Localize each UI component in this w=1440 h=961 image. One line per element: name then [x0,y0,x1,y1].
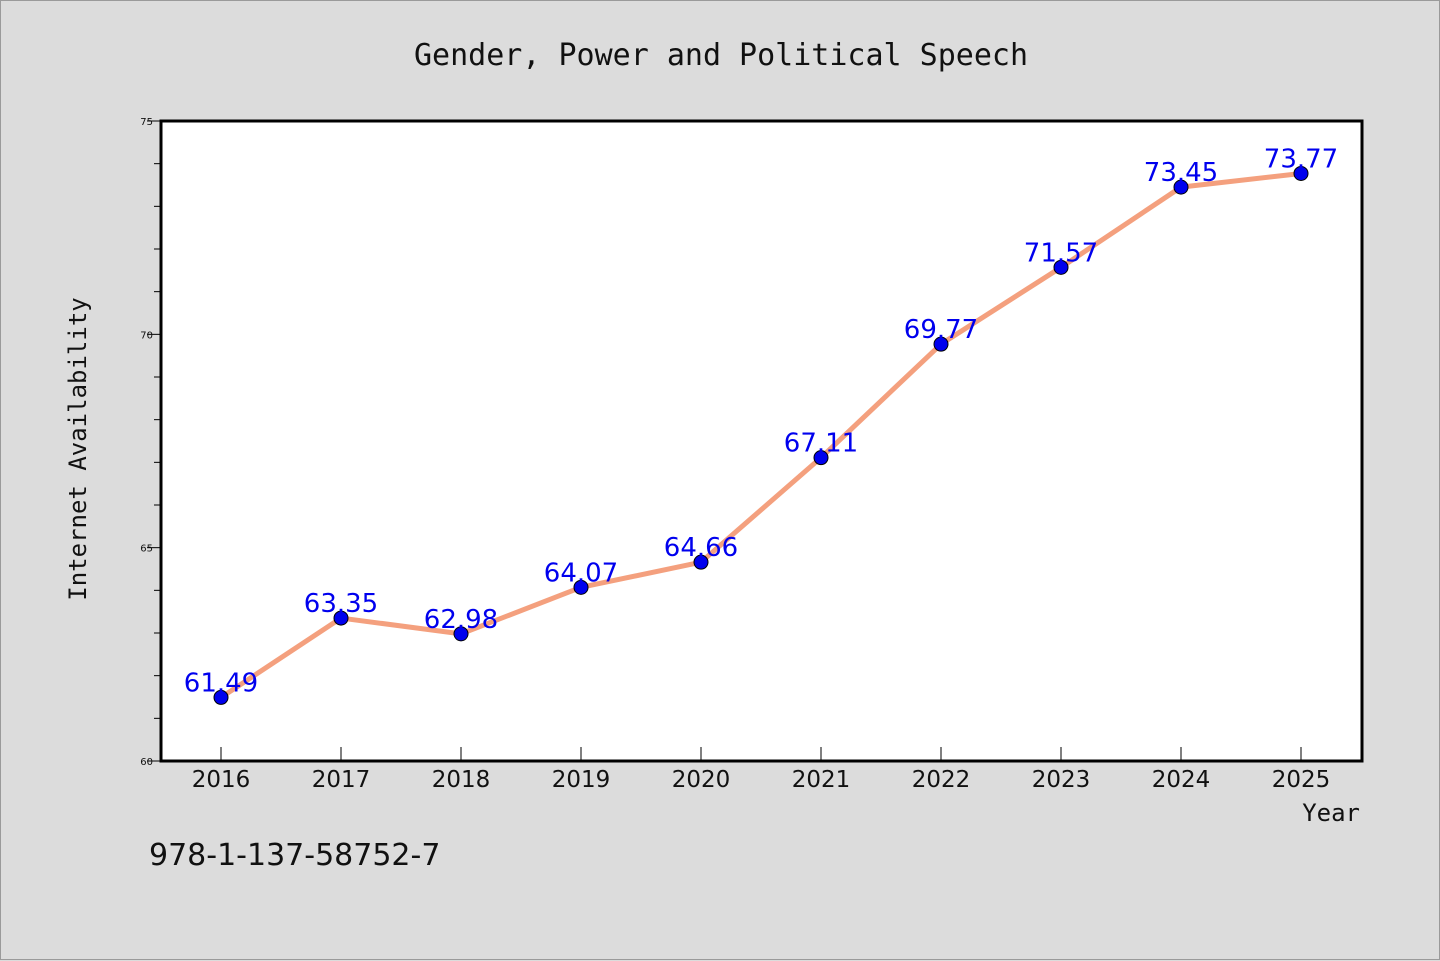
data-point [333,610,349,626]
x-tick-label: 2024 [1152,767,1211,793]
chart-title: Gender, Power and Political Speech [414,38,1028,73]
data-point [813,450,829,466]
footer-isbn: 978-1-137-58752-7 [149,838,440,873]
data-label: 73.77 [1264,144,1338,174]
data-point [213,689,229,705]
x-tick-label: 2019 [552,767,611,793]
data-point [1293,165,1309,181]
data-label: 62.98 [424,605,498,635]
x-tick-label: 2020 [672,767,731,793]
y-axis: 60 65 70 75 [140,117,161,768]
x-axis: 2016 2017 2018 2019 2020 2021 2022 2023 2024 2025 [192,747,1331,793]
data-label: 64.07 [544,558,618,588]
y-tick-label: 70 [140,330,153,341]
x-tick-label: 2022 [912,767,971,793]
data-point [693,554,709,570]
y-axis-label: Internet Availability [64,297,92,600]
x-tick-label: 2017 [312,767,371,793]
data-label: 64.66 [664,533,738,563]
y-tick-label: 65 [140,544,153,555]
data-label: 69.77 [904,315,978,345]
data-label: 61.49 [184,668,258,698]
y-tick-label: 75 [140,117,153,128]
data-point [1053,259,1069,275]
x-tick-label: 2023 [1032,767,1091,793]
x-axis-label: Year [1302,799,1360,827]
data-label: 67.11 [784,429,858,459]
x-tick-label: 2018 [432,767,491,793]
data-point [573,579,589,595]
data-label: 71.57 [1024,238,1098,268]
series-line [219,170,1302,700]
series-layer: 61.49 63.35 62.98 64.07 64.66 67.11 69.77 71.57… [184,144,1338,705]
data-point [933,336,949,352]
data-label: 63.35 [304,589,378,619]
data-point [453,626,469,642]
data-point [1173,179,1189,195]
x-tick-label: 2016 [192,767,251,793]
y-tick-label: 60 [140,757,153,768]
x-tick-label: 2025 [1272,767,1331,793]
plot-area [159,119,1364,763]
data-label: 73.45 [1144,158,1218,188]
x-tick-label: 2021 [792,767,851,793]
